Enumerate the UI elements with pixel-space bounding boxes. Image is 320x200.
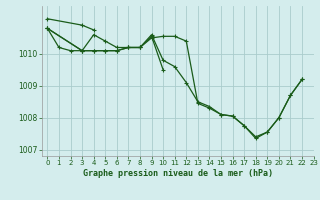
X-axis label: Graphe pression niveau de la mer (hPa): Graphe pression niveau de la mer (hPa)	[83, 169, 273, 178]
